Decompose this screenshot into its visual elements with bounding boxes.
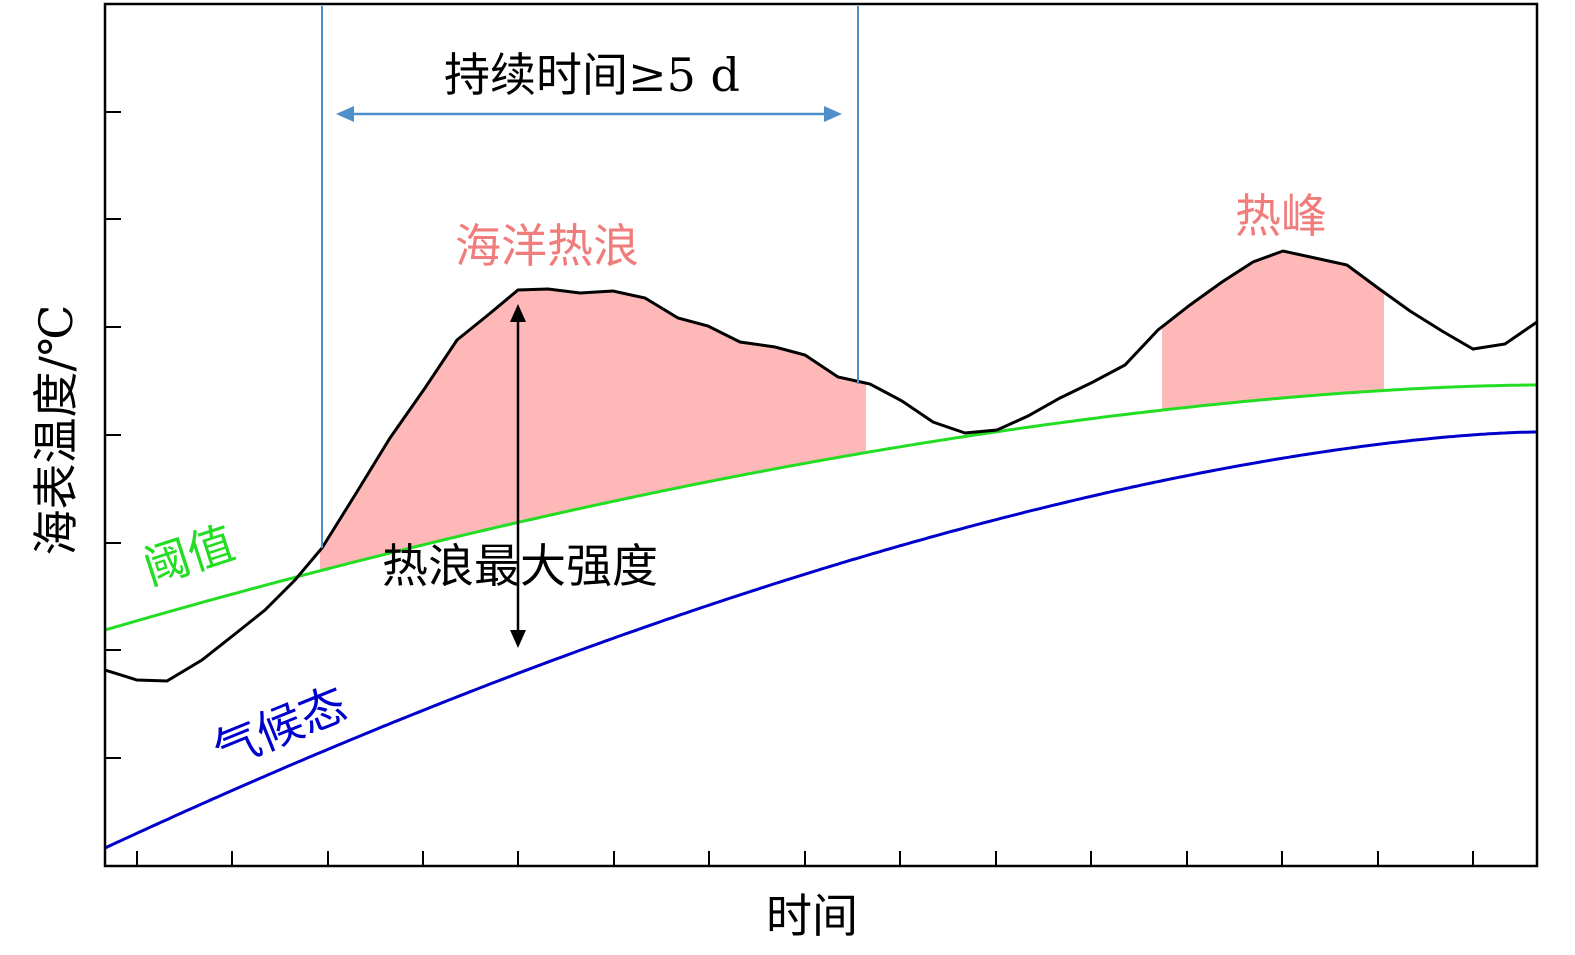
- sst-curve: [105, 249, 1538, 683]
- threshold-curve: [105, 383, 1537, 632]
- heat-fill-group: [320, 251, 1384, 571]
- heatwave-label: 海洋热浪: [455, 219, 639, 273]
- y-axis-label: 海表温度/℃: [29, 305, 83, 556]
- duration-arrow: [336, 106, 842, 122]
- threshold-label: 阈值: [137, 516, 241, 596]
- heat-peak-fill-area: [1162, 251, 1384, 411]
- heatwave-fill-area: [320, 289, 866, 571]
- heat-peak-label: 热峰: [1235, 189, 1327, 243]
- duration-label: 持续时间≥5 d: [444, 48, 740, 102]
- climatology-label: 气候态: [206, 676, 354, 778]
- axis-ticks: [105, 111, 1474, 866]
- max-intensity-label: 热浪最大强度: [382, 539, 658, 593]
- climatology-curve: [105, 430, 1537, 850]
- max-intensity-arrow: [510, 304, 526, 648]
- x-axis-label: 时间: [766, 889, 858, 943]
